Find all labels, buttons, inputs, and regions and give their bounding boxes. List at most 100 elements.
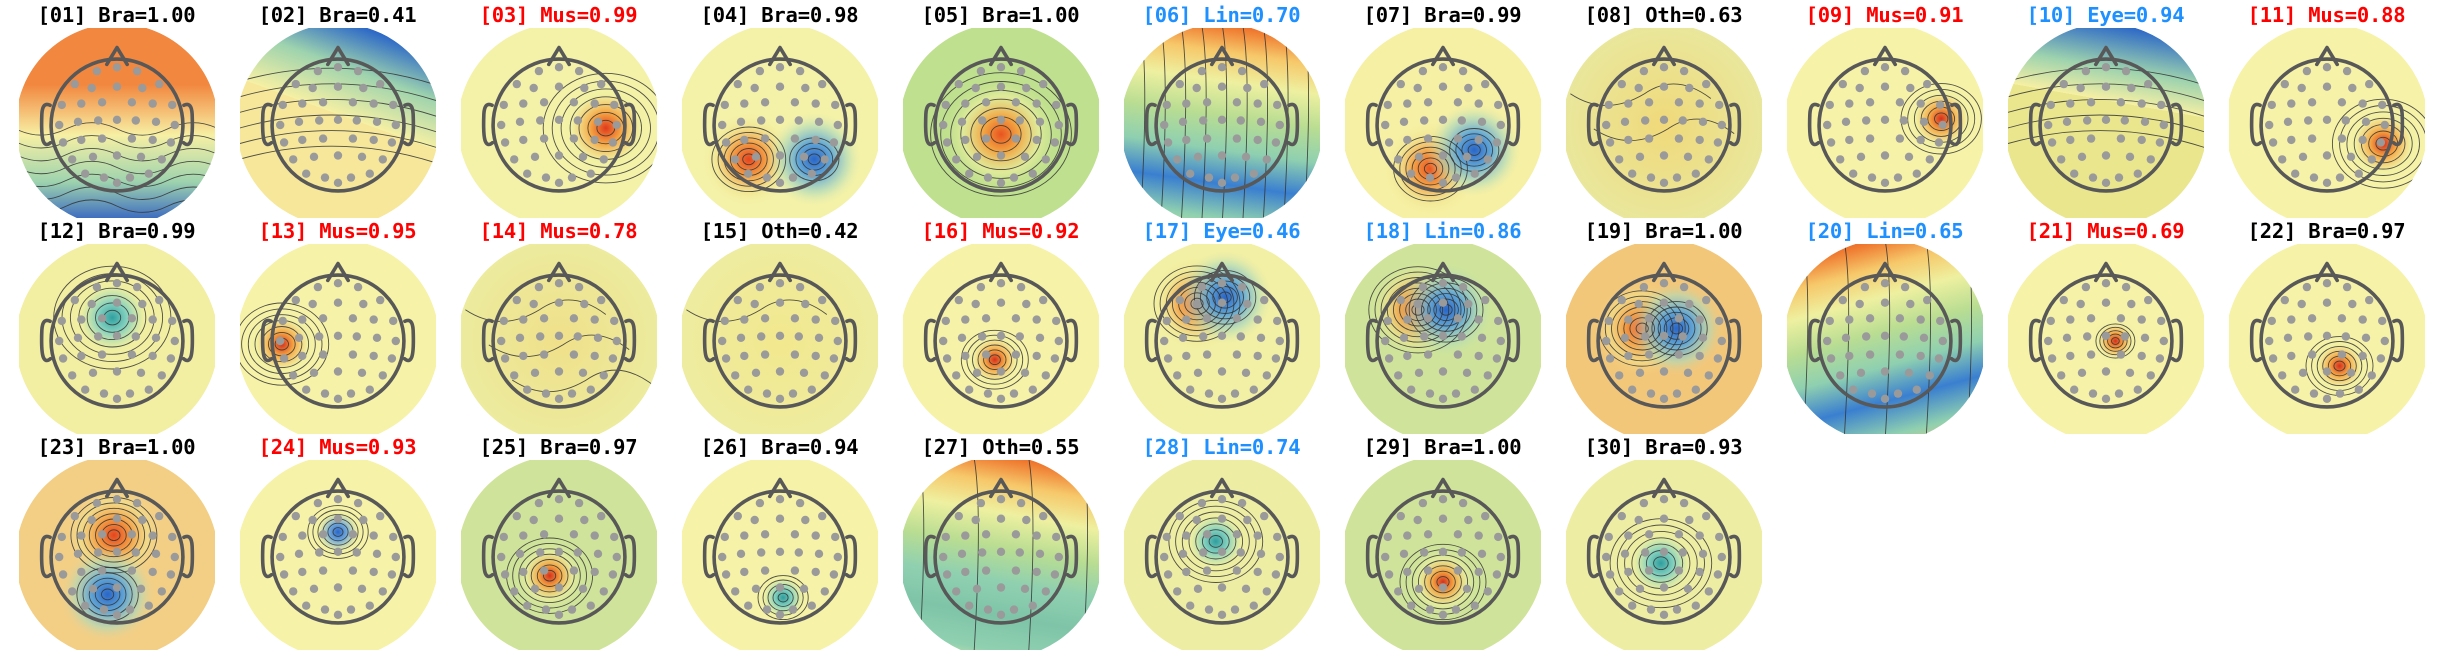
head-outline [39, 261, 194, 409]
ica-component-cell[interactable]: [27] Oth=0.55 [890, 434, 1111, 650]
ica-component-cell[interactable]: [28] Lin=0.74 [1111, 434, 1332, 650]
topography-plot[interactable] [902, 244, 1099, 434]
topography-plot[interactable] [1786, 28, 1983, 218]
component-label: [30] Bra=0.93 [1584, 435, 1743, 459]
component-label: [05] Bra=1.00 [921, 3, 1080, 27]
electrode-markers [54, 63, 179, 187]
ica-component-cell[interactable]: [08] Oth=0.63 [1553, 2, 1774, 218]
ica-component-cell[interactable]: [21] Mus=0.69 [1995, 218, 2216, 434]
ica-component-cell[interactable]: [29] Bra=1.00 [1332, 434, 1553, 650]
ica-component-cell[interactable]: [09] Mus=0.91 [1774, 2, 1995, 218]
electrode-markers [938, 279, 1063, 403]
head-outline [1144, 261, 1299, 409]
topography-plot[interactable] [18, 244, 215, 434]
electrode-markers [54, 495, 179, 619]
ica-component-cell[interactable]: [16] Mus=0.92 [890, 218, 1111, 434]
topography-plot[interactable] [902, 460, 1099, 650]
ica-component-cell[interactable]: [15] Oth=0.42 [669, 218, 890, 434]
ica-component-cell[interactable]: [20] Lin=0.65 [1774, 218, 1995, 434]
topography-plot[interactable] [1786, 244, 1983, 434]
component-label: [15] Oth=0.42 [700, 219, 859, 243]
electrode-markers [938, 495, 1063, 619]
component-label: [25] Bra=0.97 [479, 435, 638, 459]
topography-plot[interactable] [18, 460, 215, 650]
topography-plot[interactable] [2007, 244, 2204, 434]
topography-plot[interactable] [1565, 28, 1762, 218]
ica-component-cell[interactable]: [22] Bra=0.97 [2216, 218, 2437, 434]
topography-plot[interactable] [460, 244, 657, 434]
ica-component-cell[interactable]: [12] Bra=0.99 [6, 218, 227, 434]
head-outline [2249, 45, 2404, 193]
ica-component-cell[interactable]: [04] Bra=0.98 [669, 2, 890, 218]
ica-component-cell[interactable]: [30] Bra=0.93 [1553, 434, 1774, 650]
topography-plot[interactable] [681, 28, 878, 218]
electrode-markers [1380, 279, 1505, 403]
topography-plot[interactable] [2228, 28, 2425, 218]
component-label: [12] Bra=0.99 [37, 219, 196, 243]
electrode-markers [938, 63, 1063, 187]
head-outline [2249, 261, 2404, 409]
scalp-field [2228, 244, 2425, 434]
scalp-field [681, 28, 878, 218]
scalp-field [18, 244, 215, 434]
ica-component-cell[interactable]: [01] Bra=1.00 [6, 2, 227, 218]
ica-component-cell[interactable]: [25] Bra=0.97 [448, 434, 669, 650]
electrode-markers [717, 63, 842, 187]
topography-plot[interactable] [239, 460, 436, 650]
topography-plot[interactable] [2228, 244, 2425, 434]
topography-plot[interactable] [239, 244, 436, 434]
topography-plot[interactable] [902, 28, 1099, 218]
electrode-markers [496, 63, 621, 187]
topography-plot[interactable] [1123, 460, 1320, 650]
topography-plot[interactable] [2007, 28, 2204, 218]
ica-component-cell[interactable]: [11] Mus=0.88 [2216, 2, 2437, 218]
component-label: [17] Eye=0.46 [1142, 219, 1301, 243]
topography-plot[interactable] [460, 460, 657, 650]
topography-plot[interactable] [1123, 244, 1320, 434]
ica-component-cell[interactable]: [24] Mus=0.93 [227, 434, 448, 650]
electrode-markers [717, 495, 842, 619]
head-outline [39, 45, 194, 193]
component-label: [16] Mus=0.92 [921, 219, 1080, 243]
ica-component-cell[interactable]: [26] Bra=0.94 [669, 434, 890, 650]
ica-component-cell[interactable]: [07] Bra=0.99 [1332, 2, 1553, 218]
electrode-markers [2264, 279, 2389, 403]
ica-component-cell[interactable]: [02] Bra=0.41 [227, 2, 448, 218]
topography-plot[interactable] [1565, 244, 1762, 434]
electrode-markers [1380, 63, 1505, 187]
topography-plot[interactable] [1123, 28, 1320, 218]
head-outline [1586, 261, 1741, 409]
topography-plot[interactable] [460, 28, 657, 218]
electrode-markers [1601, 279, 1726, 403]
component-row: [23] Bra=1.00 [24] Mus=0.93 [6, 434, 2438, 650]
ica-component-cell[interactable]: [14] Mus=0.78 [448, 218, 669, 434]
topography-plot[interactable] [681, 460, 878, 650]
topography-plot[interactable] [239, 28, 436, 218]
topography-plot[interactable] [1344, 460, 1541, 650]
component-label: [26] Bra=0.94 [700, 435, 859, 459]
topography-plot[interactable] [681, 244, 878, 434]
component-label: [19] Bra=1.00 [1584, 219, 1743, 243]
component-label: [10] Eye=0.94 [2026, 3, 2185, 27]
ica-component-cell[interactable]: [19] Bra=1.00 [1553, 218, 1774, 434]
ica-component-cell[interactable]: [17] Eye=0.46 [1111, 218, 1332, 434]
ica-component-cell[interactable]: [05] Bra=1.00 [890, 2, 1111, 218]
ica-component-cell[interactable]: [10] Eye=0.94 [1995, 2, 2216, 218]
ica-component-cell[interactable]: [13] Mus=0.95 [227, 218, 448, 434]
topography-plot[interactable] [1565, 460, 1762, 650]
ica-component-cell[interactable]: [06] Lin=0.70 [1111, 2, 1332, 218]
ica-component-cell[interactable]: [23] Bra=1.00 [6, 434, 227, 650]
head-outline [923, 477, 1078, 625]
head-outline [2028, 261, 2183, 409]
topography-plot[interactable] [1344, 28, 1541, 218]
scalp-field [460, 28, 657, 218]
electrode-markers [1601, 63, 1726, 187]
ica-component-cell[interactable]: [18] Lin=0.86 [1332, 218, 1553, 434]
scalp-field [2007, 244, 2204, 434]
component-label: [09] Mus=0.91 [1805, 3, 1964, 27]
component-row: [01] Bra=1.00 [02] [6, 2, 2438, 218]
ica-component-cell[interactable]: [03] Mus=0.99 [448, 2, 669, 218]
topography-plot[interactable] [1344, 244, 1541, 434]
topography-plot[interactable] [18, 28, 215, 218]
scalp-field [1123, 244, 1320, 434]
